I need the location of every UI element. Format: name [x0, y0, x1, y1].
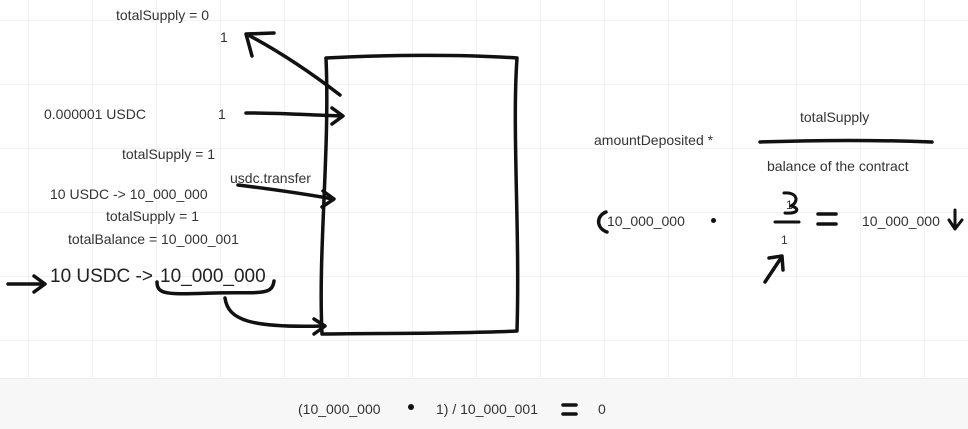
arrow-left-big-head	[32, 274, 47, 294]
bottom-left-text: (10_000_000	[298, 401, 381, 417]
arrow-transfer-to-box	[236, 183, 335, 201]
arrow-bracket-to-box-head	[312, 317, 327, 336]
formula-numerator: totalSupply	[800, 109, 870, 125]
calc-rhs-text: 10_000_000	[862, 213, 940, 229]
one-mid-text: 1	[218, 106, 226, 122]
total-supply-one-b-text: totalSupply = 1	[106, 208, 200, 224]
ten-usdc-big-value: 10_000_000	[160, 266, 266, 287]
fraction-top-bracket	[782, 191, 799, 215]
arrow-bracket-to-box	[223, 296, 325, 329]
amount-deposited-text: amountDeposited *	[594, 132, 714, 148]
one-top-text: 1	[220, 29, 228, 45]
multiply-dot	[711, 218, 716, 223]
arrow-one-to-box	[244, 111, 344, 118]
calc-frac-bottom: 1	[781, 233, 788, 247]
bottom-middle-text: 1) / 10_000_001	[436, 401, 538, 417]
usdc-transfer-text: usdc.transfer	[230, 170, 311, 186]
bottom-multiply-dot	[408, 404, 414, 410]
arrow-to-top-one	[248, 34, 342, 97]
left-paren-mark	[596, 210, 609, 234]
down-arrow-head	[947, 218, 964, 231]
bracket-under-value	[155, 279, 276, 296]
up-arrow-head	[767, 254, 785, 272]
usdc-small-text: 0.000001 USDC	[44, 106, 146, 122]
bottom-strip	[0, 378, 968, 429]
bottom-result-text: 0	[598, 401, 606, 417]
total-supply-one-a-text: totalSupply = 1	[122, 146, 216, 162]
total-supply-zero-text: totalSupply = 0	[116, 7, 210, 23]
up-arrow-shaft	[763, 256, 783, 284]
ten-usdc-big-prefix: 10 USDC ->	[50, 266, 153, 287]
calc-lhs-text: 10_000_000	[607, 213, 685, 229]
formula-fraction-line	[758, 138, 934, 144]
calc-frac-top: 1	[786, 198, 793, 212]
ten-usdc-small-text: 10 USDC -> 10_000_000	[50, 186, 208, 202]
formula-denominator: balance of the contract	[767, 158, 909, 174]
arrow-to-top-one-head	[244, 31, 276, 58]
arrow-one-to-box-head	[330, 106, 345, 126]
contract-box	[319, 53, 520, 336]
total-balance-text: totalBalance = 10_000_001	[68, 231, 239, 247]
arrow-transfer-to-box-head	[320, 189, 336, 209]
